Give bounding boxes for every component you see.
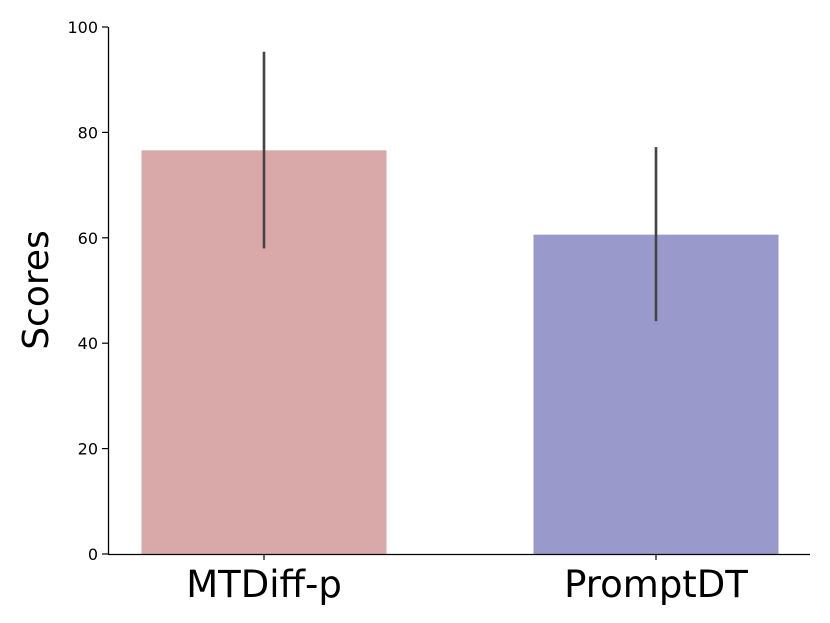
x-tick-label: PromptDT [564,563,748,606]
y-tick-label: 80 [78,123,98,142]
y-tick-label: 60 [78,229,98,248]
y-tick-label: 100 [67,18,98,37]
x-tick-label: MTDiff-p [186,563,342,606]
y-tick-label: 20 [78,440,98,459]
y-axis-title: Scores [16,230,57,350]
y-tick-label: 0 [88,545,98,564]
y-tick-label: 40 [78,334,98,353]
